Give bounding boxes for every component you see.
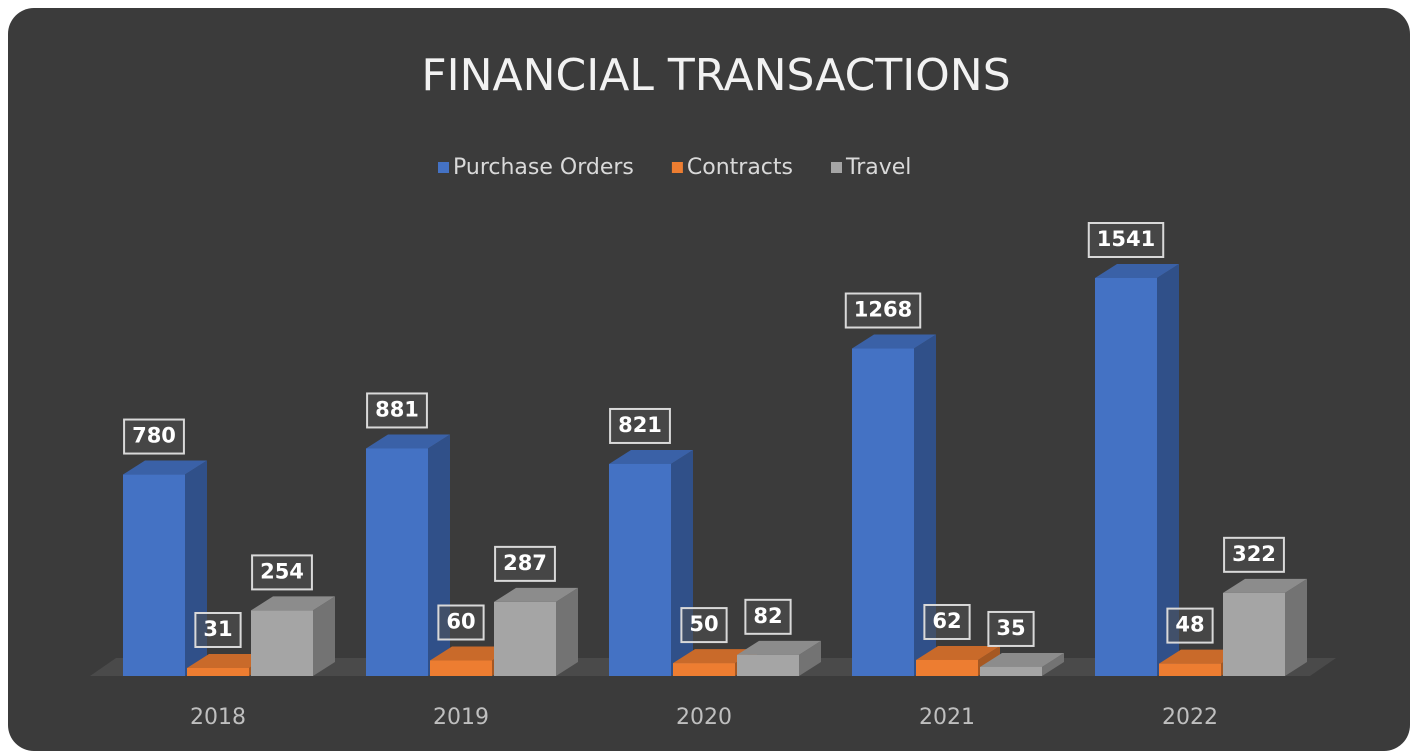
bar [980, 666, 1042, 676]
data-label: 322 [1223, 536, 1285, 573]
data-label-box [366, 392, 428, 429]
data-label: 1541 [1087, 222, 1165, 258]
legend-swatch [671, 162, 683, 173]
bar-top [494, 587, 578, 602]
data-label-text: 60 [446, 610, 475, 634]
bar-top [852, 334, 936, 349]
bar [1095, 278, 1157, 676]
bar [673, 663, 735, 676]
data-label: 881 [366, 392, 428, 429]
data-label-box [844, 292, 922, 329]
bar-top [123, 460, 207, 475]
data-label-box [251, 554, 313, 591]
bar-top [366, 434, 450, 449]
x-tick-label: 2022 [1162, 705, 1218, 730]
x-tick-label: 2021 [919, 705, 975, 730]
x-tick-label: 2020 [676, 705, 732, 730]
bar-top [980, 652, 1064, 667]
bar [852, 348, 914, 676]
bar [251, 610, 313, 676]
bar-side [1285, 578, 1307, 676]
data-label: 82 [744, 598, 792, 635]
data-label-text: 1541 [1097, 227, 1155, 251]
chart-title: FINANCIAL TRANSACTIONS [421, 50, 1010, 101]
data-label-text: 1268 [854, 298, 912, 322]
bar-top [187, 653, 271, 668]
data-label-box [744, 598, 792, 635]
bar [494, 601, 556, 676]
bar [366, 448, 428, 676]
data-label-text: 322 [1232, 542, 1276, 566]
data-label-text: 780 [132, 424, 176, 448]
bar [1159, 663, 1221, 676]
data-label-box [1223, 536, 1285, 573]
data-label-box [1166, 607, 1214, 644]
bar [1223, 592, 1285, 676]
bar-top [609, 449, 693, 464]
legend-swatch [438, 162, 449, 173]
bar-top [916, 645, 1000, 660]
bar-top [1223, 578, 1307, 593]
data-label-box [987, 610, 1035, 647]
chart-background [8, 8, 1410, 751]
bar-top [251, 596, 335, 611]
bar-side [556, 587, 578, 676]
x-tick-label: 2019 [433, 705, 489, 730]
bar-top [1159, 649, 1243, 664]
data-label: 35 [987, 610, 1035, 647]
data-label-box [194, 611, 242, 648]
bar [123, 474, 185, 676]
bar-top [430, 646, 514, 661]
bar [609, 463, 671, 676]
bar-side [1157, 264, 1179, 676]
bar-side [1042, 652, 1064, 676]
data-label: 287 [494, 545, 556, 582]
data-label-text: 821 [618, 413, 662, 437]
data-label: 780 [123, 418, 185, 455]
data-label: 31 [194, 611, 242, 648]
legend-label: Purchase Orders [453, 155, 634, 180]
data-label: 821 [609, 407, 671, 444]
bar [430, 660, 492, 676]
data-label: 62 [923, 603, 971, 640]
bar-top [737, 640, 821, 655]
data-label-box [923, 603, 971, 640]
data-label-text: 62 [932, 609, 961, 633]
data-label-text: 35 [996, 616, 1025, 640]
data-label-text: 287 [503, 551, 547, 575]
data-label-text: 82 [753, 604, 782, 628]
data-label: 60 [437, 604, 485, 641]
x-tick-label: 2018 [190, 705, 246, 730]
data-label: 50 [680, 607, 728, 644]
data-label-text: 31 [203, 617, 232, 641]
data-label-box [680, 607, 728, 644]
data-label-text: 48 [1175, 613, 1204, 637]
data-label-box [609, 407, 671, 444]
data-label-text: 881 [375, 397, 419, 421]
bar-side [313, 596, 335, 676]
bar-side [799, 640, 821, 676]
data-label: 1268 [844, 292, 922, 329]
bar [737, 654, 799, 676]
legend-label: Contracts [687, 155, 793, 180]
bar [916, 659, 978, 676]
data-label-box [1087, 222, 1165, 258]
legend-swatch [831, 162, 842, 173]
bar-top [673, 649, 757, 664]
legend: Purchase Orders Contracts Travel [438, 155, 911, 180]
data-label-box [494, 545, 556, 582]
data-label-text: 50 [689, 612, 718, 636]
data-label: 48 [1166, 607, 1214, 644]
legend-label: Travel [845, 155, 911, 180]
data-label-box [123, 418, 185, 455]
bar-top [1095, 264, 1179, 278]
bar [187, 667, 249, 676]
bar-side [914, 334, 936, 676]
data-label-box [437, 604, 485, 641]
data-label-text: 254 [260, 559, 304, 583]
data-label: 254 [251, 554, 313, 591]
